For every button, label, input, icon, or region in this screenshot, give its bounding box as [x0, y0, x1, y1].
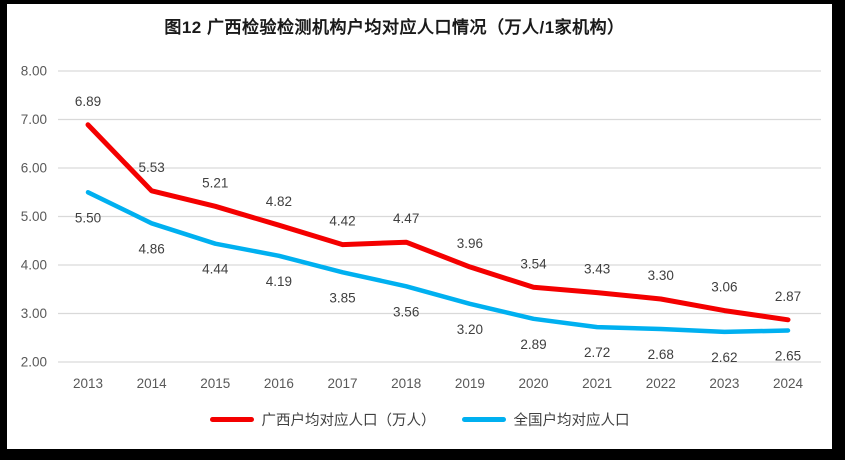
data-label: 4.42 — [329, 214, 355, 229]
series-data-labels-1: 5.50 4.86 4.44 4.19 3.85 3.56 3.20 2.89 2.72 2.68… — [75, 210, 801, 365]
data-label: 5.21 — [202, 175, 228, 190]
x-tick-label: 2024 — [773, 376, 804, 391]
chart-legend: 广西户均对应人口（万人） 全国户均对应人口 — [7, 409, 832, 430]
y-tick-label: 7.00 — [21, 112, 47, 127]
y-tick-label: 6.00 — [21, 161, 47, 176]
y-tick-label: 4.00 — [21, 258, 47, 273]
data-label: 3.96 — [457, 236, 483, 251]
data-label: 6.89 — [75, 94, 101, 109]
legend-line-swatch-blue — [461, 417, 506, 422]
x-tick-label: 2016 — [264, 376, 294, 391]
data-label: 3.30 — [648, 268, 674, 283]
x-tick-label: 2023 — [709, 376, 739, 391]
chart-canvas: 8.00 7.00 6.00 5.00 4.00 3.00 2.00 2013 2014 2015… — [21, 64, 821, 391]
y-tick-label: 5.00 — [21, 209, 47, 224]
x-tick-label: 2020 — [518, 376, 548, 391]
data-label: 5.50 — [75, 210, 101, 225]
data-label: 2.68 — [648, 347, 674, 362]
series-data-labels-0: 6.89 5.53 5.21 4.82 4.42 4.47 3.96 3.54 3.43 3.30… — [75, 94, 801, 304]
y-axis-tick-labels: 8.00 7.00 6.00 5.00 4.00 3.00 2.00 — [21, 64, 47, 370]
data-label: 3.43 — [584, 262, 610, 277]
data-label: 2.89 — [520, 337, 546, 352]
x-tick-label: 2015 — [200, 376, 230, 391]
data-label: 4.44 — [202, 262, 229, 277]
x-tick-label: 2019 — [455, 376, 485, 391]
data-label: 3.06 — [711, 280, 737, 295]
x-axis-tick-labels: 2013 2014 2015 2016 2017 2018 2019 2020 2021 2022… — [73, 376, 804, 391]
data-label: 4.19 — [266, 274, 292, 289]
legend-item-guangxi: 广西户均对应人口（万人） — [209, 409, 436, 430]
legend-item-national: 全国户均对应人口 — [461, 409, 630, 430]
x-tick-label: 2014 — [137, 376, 168, 391]
legend-line-swatch-red — [209, 417, 254, 422]
data-label: 2.65 — [775, 348, 801, 363]
x-tick-label: 2021 — [582, 376, 612, 391]
series-line-1 — [85, 190, 791, 335]
data-label: 3.54 — [520, 256, 547, 271]
chart-title: 图12 广西检验检测机构户均对应人口情况（万人/1家机构） — [164, 18, 625, 37]
gridlines — [58, 70, 821, 363]
data-label: 4.47 — [393, 211, 419, 226]
data-label: 4.82 — [266, 194, 292, 209]
x-tick-label: 2018 — [391, 376, 421, 391]
x-tick-label: 2013 — [73, 376, 103, 391]
data-label: 2.72 — [584, 345, 610, 360]
data-label: 3.20 — [457, 322, 483, 337]
x-tick-label: 2022 — [646, 376, 676, 391]
data-label: 2.87 — [775, 289, 801, 304]
data-label: 4.86 — [138, 241, 164, 256]
x-tick-label: 2017 — [328, 376, 358, 391]
data-label: 3.56 — [393, 304, 419, 319]
y-tick-label: 3.00 — [21, 306, 47, 321]
data-label: 5.53 — [138, 160, 164, 175]
data-label: 3.85 — [329, 290, 355, 305]
legend-label-guangxi: 广西户均对应人口（万人） — [261, 413, 436, 429]
y-tick-label: 8.00 — [21, 64, 47, 79]
series-line-0 — [85, 122, 791, 323]
data-label: 2.62 — [711, 350, 737, 365]
legend-label-national: 全国户均对应人口 — [513, 413, 630, 429]
y-tick-label: 2.00 — [21, 355, 47, 370]
